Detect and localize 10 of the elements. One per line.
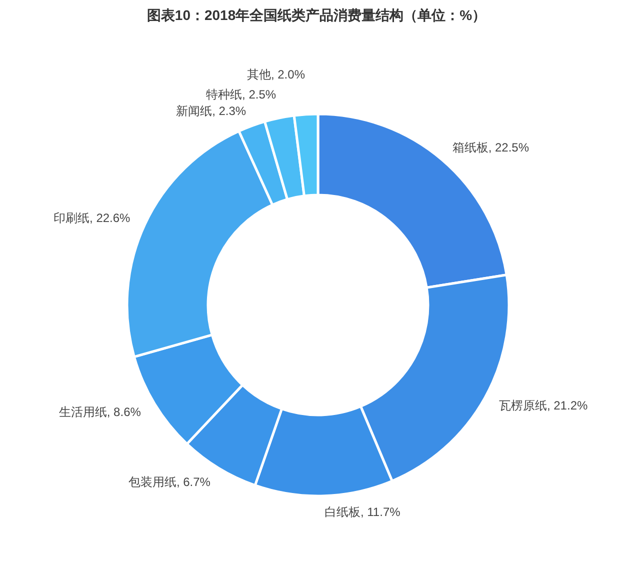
slice-label: 印刷纸, 22.6% xyxy=(54,210,131,225)
slice-label: 白纸板, 11.7% xyxy=(324,504,401,519)
slice-label: 包装用纸, 6.7% xyxy=(128,474,211,489)
slice-label: 其他, 2.0% xyxy=(246,67,306,82)
slice-label: 特种纸, 2.5% xyxy=(206,87,276,102)
slice-label: 瓦楞原纸, 21.2% xyxy=(498,398,588,412)
slice-label: 生活用纸, 8.6% xyxy=(58,405,142,420)
chart-title: 图表10：2018年全国纸类产品消费量结构（单位：%） xyxy=(146,7,486,23)
slice-label: 新闻纸, 2.3% xyxy=(176,104,246,118)
slice-label: 箱纸板, 22.5% xyxy=(452,140,530,154)
